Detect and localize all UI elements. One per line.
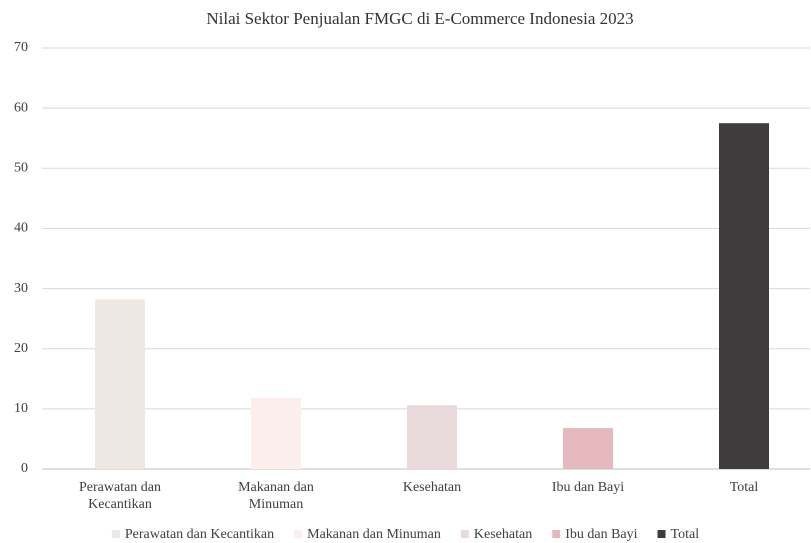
y-tick-label: 0 [21, 461, 28, 476]
x-tick-label: Ibu dan Bayi [551, 480, 625, 495]
legend-swatch [657, 530, 666, 538]
legend-swatch [111, 530, 120, 538]
x-tick-label: Makanan dan Minuman [238, 480, 314, 512]
y-tick-label: 10 [14, 401, 28, 416]
x-tick-label-box: Makanan dan Minuman [238, 480, 314, 512]
bar [407, 405, 457, 469]
legend-item: Makanan dan Minuman [294, 527, 441, 542]
bar [251, 398, 301, 469]
x-tick-label-box: Ibu dan Bayi [551, 480, 625, 495]
x-tick-label: Kesehatan [402, 480, 462, 495]
legend-label: Kesehatan [474, 527, 532, 542]
x-tick-label-box: Total [729, 480, 759, 495]
y-tick-label: 70 [14, 40, 28, 55]
legend-item: Kesehatan [460, 527, 532, 542]
bar [719, 123, 769, 469]
x-tick-label-box: Kesehatan [402, 480, 462, 495]
legend-label: Ibu dan Bayi [565, 527, 637, 542]
y-tick-label: 40 [14, 221, 28, 236]
x-tick-label: Total [729, 480, 759, 495]
legend-item: Total [657, 527, 700, 542]
y-tick-label: 50 [14, 161, 28, 176]
x-tick-label-box: Perawatan dan Kecantikan [78, 480, 162, 512]
chart-title: Nilai Sektor Penjualan FMGC di E-Commerc… [206, 9, 633, 28]
legend-label: Makanan dan Minuman [307, 527, 441, 542]
x-tick-label: Perawatan dan Kecantikan [78, 480, 162, 512]
bar [95, 299, 145, 469]
y-tick-label: 60 [14, 100, 28, 115]
legend-label: Total [671, 527, 700, 542]
legend-swatch [552, 530, 561, 538]
legend-item: Perawatan dan Kecantikan [111, 527, 274, 542]
legend-item: Ibu dan Bayi [552, 527, 638, 542]
bar [563, 428, 613, 469]
y-tick-label: 30 [14, 281, 28, 296]
legend-label: Perawatan dan Kecantikan [125, 527, 274, 542]
legend-swatch [294, 530, 303, 538]
y-tick-label: 20 [14, 341, 28, 356]
legend-swatch [460, 530, 469, 538]
